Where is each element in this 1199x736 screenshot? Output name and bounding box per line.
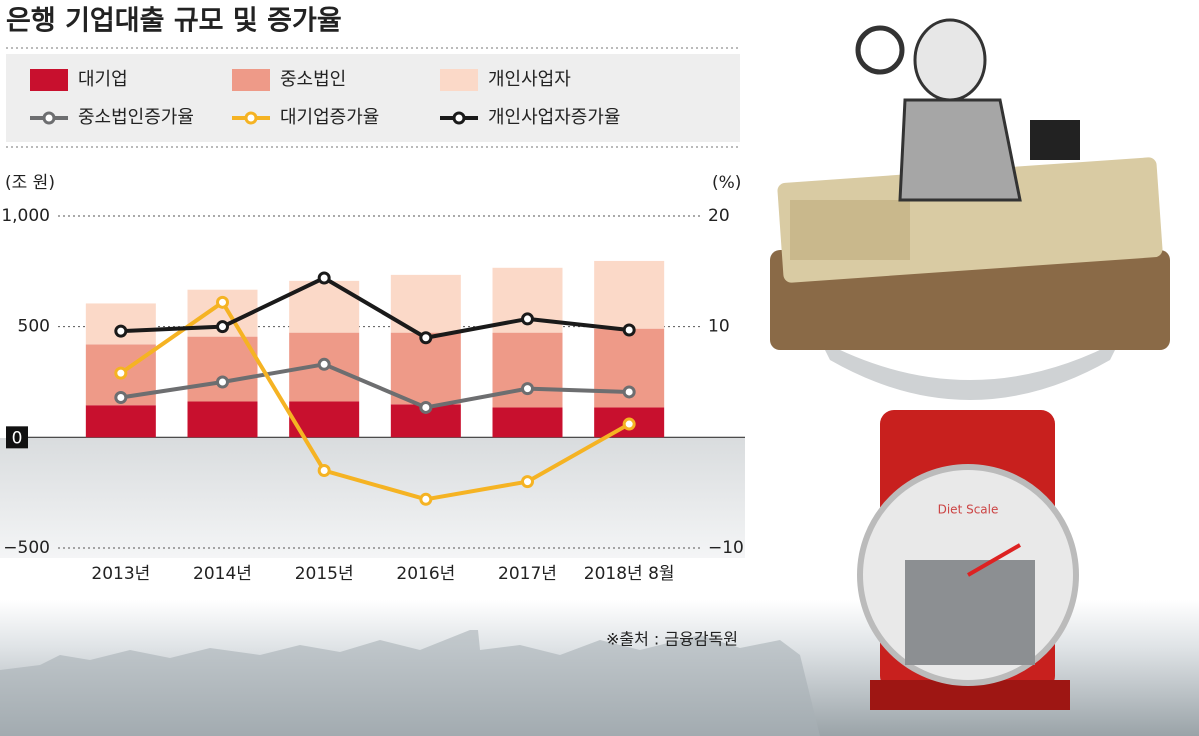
x-tick-label: 2013년 bbox=[91, 564, 150, 584]
legend-label: 대기업증가율 bbox=[280, 107, 379, 128]
line-marker bbox=[622, 417, 636, 431]
y2-axis-label: (%) bbox=[712, 173, 741, 193]
legend-label: 중소법인증가율 bbox=[78, 107, 194, 128]
y2-tick-label: 20 bbox=[708, 206, 730, 226]
legend-label: 대기업 bbox=[78, 69, 128, 90]
bar bbox=[594, 260, 665, 329]
line-marker bbox=[521, 382, 534, 396]
line-marker bbox=[622, 385, 636, 399]
legend-label: 중소법인 bbox=[280, 69, 346, 90]
bar bbox=[187, 336, 258, 402]
zero-label-box bbox=[6, 426, 28, 449]
x-tick-label: 2014년 bbox=[193, 564, 252, 584]
bar bbox=[390, 332, 461, 405]
line-marker bbox=[419, 331, 433, 345]
negative-zone bbox=[0, 438, 745, 558]
legend-label: 개인사업자 bbox=[488, 69, 571, 90]
legend-marker bbox=[244, 111, 258, 125]
legend-swatch bbox=[30, 69, 68, 91]
line-marker bbox=[114, 366, 128, 380]
line-marker bbox=[114, 324, 128, 338]
bar bbox=[85, 405, 156, 438]
line-marker bbox=[419, 492, 433, 506]
line bbox=[120, 362, 630, 410]
line-marker bbox=[317, 357, 331, 371]
line-marker bbox=[521, 475, 534, 489]
y2-tick-label: −10 bbox=[708, 538, 744, 558]
x-tick-label: 2015년 bbox=[295, 564, 354, 584]
line-marker bbox=[114, 390, 128, 404]
line-marker bbox=[317, 271, 331, 285]
line-marker bbox=[521, 312, 534, 326]
legend-label: 개인사업자증가율 bbox=[488, 107, 620, 128]
legend-marker bbox=[42, 111, 56, 125]
source: ※출처 : 금융감독원 bbox=[606, 630, 738, 649]
line bbox=[120, 275, 630, 340]
line-marker bbox=[216, 375, 229, 389]
line-marker bbox=[419, 400, 433, 414]
legend-marker bbox=[452, 111, 466, 125]
y-tick-label: 500 bbox=[18, 317, 50, 337]
skyline bbox=[0, 630, 820, 736]
svg-text:Diet Scale: Diet Scale bbox=[938, 503, 999, 517]
x-tick-label: 2016년 bbox=[396, 564, 455, 584]
bar bbox=[85, 303, 156, 345]
bar bbox=[187, 401, 258, 438]
y-axis-label: (조 원) bbox=[5, 173, 55, 193]
x-tick-label: 2017년 bbox=[498, 564, 557, 584]
x-tick-label: 2018년 8월 bbox=[584, 564, 675, 584]
y-tick-label: −500 bbox=[3, 538, 50, 558]
line-marker bbox=[216, 295, 229, 309]
legend-swatch bbox=[232, 69, 270, 91]
line-marker bbox=[317, 464, 331, 478]
line-marker bbox=[622, 323, 636, 337]
line-marker bbox=[216, 320, 229, 334]
y-tick-label: 1,000 bbox=[1, 206, 50, 226]
chart-title: 은행 기업대출 규모 및 증가율 bbox=[6, 6, 342, 37]
illustration: Diet Scale bbox=[770, 18, 1170, 710]
bar bbox=[492, 407, 563, 438]
y-tick-label: 0 bbox=[12, 428, 23, 448]
legend-box bbox=[6, 54, 740, 142]
line bbox=[119, 300, 631, 502]
y2-tick-label: 10 bbox=[708, 317, 730, 337]
legend-swatch bbox=[440, 69, 478, 91]
bar bbox=[492, 332, 563, 408]
